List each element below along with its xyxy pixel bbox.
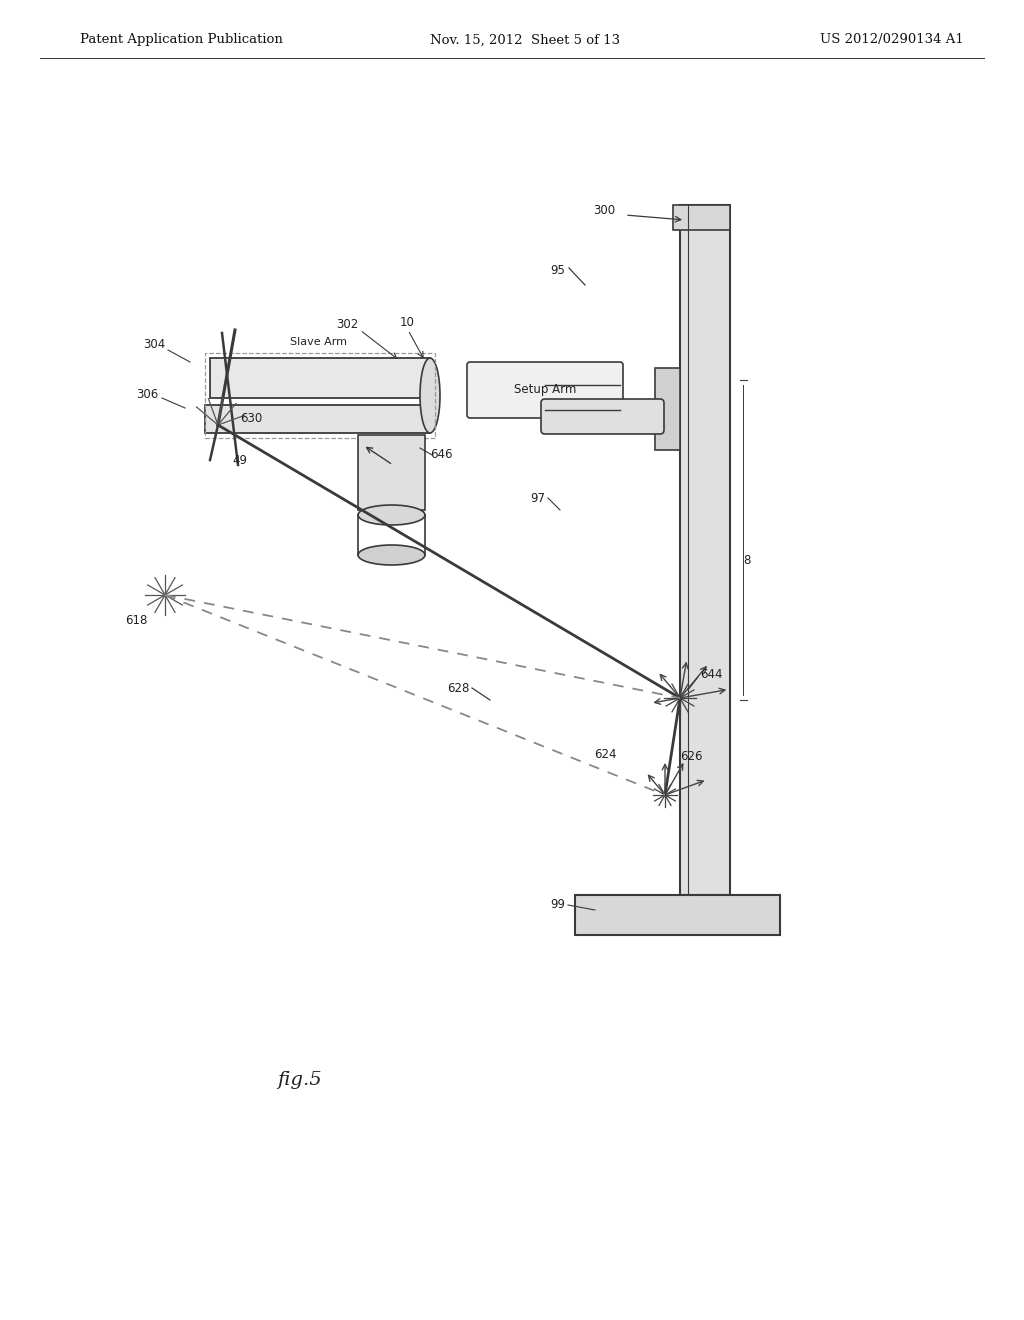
Text: 644: 644 [700,668,723,681]
Text: 628: 628 [447,681,470,694]
Bar [210,358,430,399]
FancyBboxPatch shape [467,362,623,418]
Text: 300: 300 [593,203,615,216]
Text: 630: 630 [240,412,262,425]
Text: 8: 8 [743,553,751,566]
FancyBboxPatch shape [541,399,664,434]
Text: 626: 626 [680,751,702,763]
Text: Setup Arm: Setup Arm [514,384,577,396]
Bar [655,368,680,450]
Text: 302: 302 [336,318,358,331]
Bar [205,352,435,438]
Text: Patent Application Publication: Patent Application Publication [80,33,283,46]
Text: US 2012/0290134 A1: US 2012/0290134 A1 [820,33,964,46]
Text: 306: 306 [136,388,158,401]
Bar [575,895,780,935]
Text: 10: 10 [400,317,415,330]
Bar [358,436,425,510]
Bar [680,205,730,895]
Text: Slave Arm: Slave Arm [290,337,347,347]
Text: 49: 49 [232,454,247,466]
Bar [205,405,430,433]
Text: 304: 304 [142,338,165,351]
Text: 95: 95 [550,264,565,276]
Ellipse shape [358,506,425,525]
Bar [673,205,730,230]
Text: Nov. 15, 2012  Sheet 5 of 13: Nov. 15, 2012 Sheet 5 of 13 [430,33,621,46]
Ellipse shape [420,358,440,433]
Text: 618: 618 [126,614,148,627]
Text: 99: 99 [550,899,565,912]
Text: fig.5: fig.5 [278,1071,323,1089]
Text: 624: 624 [595,748,617,762]
Text: 97: 97 [530,491,545,504]
Text: 646: 646 [430,449,453,462]
Ellipse shape [358,545,425,565]
